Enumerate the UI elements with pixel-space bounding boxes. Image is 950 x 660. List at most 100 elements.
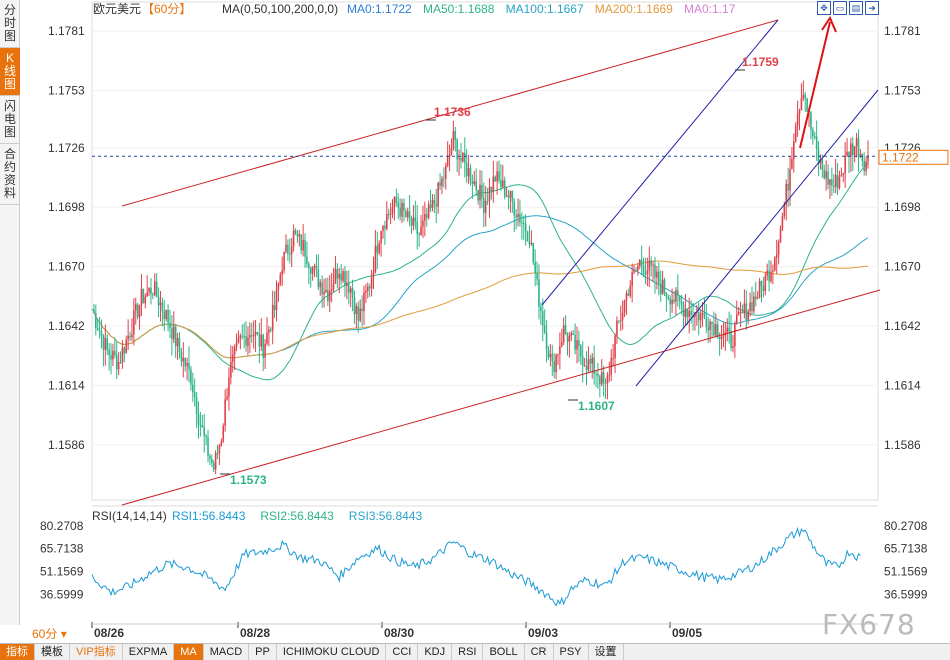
candle-body <box>606 375 609 384</box>
candle-body <box>540 306 542 312</box>
candle-body <box>283 251 285 271</box>
side-tab-0[interactable]: 分 时 图 <box>0 0 20 48</box>
candle-body <box>762 285 765 292</box>
candle-body <box>294 230 297 234</box>
candle-body <box>366 286 369 292</box>
candle-body <box>100 331 103 336</box>
candle-body <box>292 230 295 247</box>
candle-body <box>186 362 188 367</box>
candle-body <box>275 289 278 310</box>
candle-body <box>754 296 757 300</box>
indicator-tab-7[interactable]: ICHIMOKU CLOUD <box>277 644 387 660</box>
candle-body <box>427 204 430 218</box>
candle-body <box>652 264 654 266</box>
candle-body <box>713 324 715 336</box>
candle-body <box>779 228 782 243</box>
candle-body <box>534 262 536 274</box>
candle-body <box>169 322 171 329</box>
candle-body <box>224 399 226 427</box>
candle-body <box>112 350 114 360</box>
period-selector[interactable]: 60分 ▾ <box>32 627 67 641</box>
candle-body <box>486 201 489 203</box>
ma-line-MA100 <box>91 215 869 359</box>
candle-body <box>699 313 702 321</box>
candle-body <box>300 234 303 251</box>
indicator-tab-0[interactable]: 指标 <box>0 644 35 660</box>
candle-body <box>448 155 451 158</box>
candle-body <box>541 311 544 326</box>
side-tab-3[interactable]: 合 约 资 料 <box>0 144 20 205</box>
side-tab-1[interactable]: K 线 图 <box>0 48 20 96</box>
indicator-tab-1[interactable]: 模板 <box>35 644 70 660</box>
indicator-tab-5[interactable]: MACD <box>204 644 250 660</box>
candle-body <box>568 336 571 342</box>
rsi-tick-left-3: 36.5999 <box>40 587 84 601</box>
indicator-tab-6[interactable]: PP <box>249 644 277 660</box>
candle-body <box>616 320 618 336</box>
candle-body <box>378 243 380 253</box>
candle-body <box>249 335 251 338</box>
candle-body <box>722 335 725 337</box>
candle-body <box>205 435 207 438</box>
candle-body <box>98 330 101 332</box>
candle-body <box>549 354 552 358</box>
candle-body <box>815 136 818 149</box>
y-tick-right-6: 1.1614 <box>884 378 921 392</box>
candle-body <box>416 221 419 235</box>
candle-body <box>220 441 223 446</box>
candle-body <box>475 181 477 190</box>
indicator-tab-12[interactable]: CR <box>525 644 554 660</box>
indicator-tab-8[interactable]: CCI <box>386 644 419 660</box>
indicator-tab-13[interactable]: PSY <box>554 644 589 660</box>
candle-body <box>309 267 312 274</box>
indicator-tab-9[interactable]: KDJ <box>418 644 453 660</box>
candle-body <box>663 279 666 293</box>
candle-body <box>707 327 710 331</box>
candle-body <box>159 302 162 306</box>
candle-body <box>372 272 375 277</box>
indicator-tab-10[interactable]: RSI <box>452 644 484 660</box>
candle-body <box>659 283 662 294</box>
candle-body <box>344 271 346 286</box>
candle-body <box>127 335 129 340</box>
candle-body <box>302 240 304 251</box>
candle-body <box>463 152 466 163</box>
indicator-tab-14[interactable]: 设置 <box>589 644 624 660</box>
layout-icon[interactable]: ▭ <box>833 1 847 15</box>
candle-body <box>163 311 166 320</box>
fullscreen-icon[interactable]: ✥ <box>817 1 831 15</box>
indicator-tab-3[interactable]: EXPMA <box>123 644 175 660</box>
candle-body <box>774 257 776 271</box>
candle-body <box>387 214 390 216</box>
candle-body <box>600 372 603 385</box>
candle-body <box>203 427 206 436</box>
y-tick-right-4: 1.1670 <box>884 260 921 274</box>
candle-body <box>844 155 846 174</box>
candle-body <box>751 302 753 312</box>
candle-body <box>311 267 314 274</box>
candle-body <box>555 354 557 373</box>
candle-body <box>241 335 244 337</box>
exit-icon[interactable]: ➜ <box>865 1 879 15</box>
channel-lower-blue <box>635 89 879 387</box>
candle-body <box>509 191 512 198</box>
candle-body <box>410 218 413 226</box>
side-tab-2[interactable]: 闪 电 图 <box>0 96 20 144</box>
candle-body <box>439 182 441 186</box>
indicator-tab-2[interactable]: VIP指标 <box>70 644 123 660</box>
candle-body <box>581 356 584 366</box>
chart-toggle-icon[interactable]: ▤ <box>849 1 863 15</box>
rsi-tick-left-1: 65.7138 <box>40 542 84 556</box>
candle-body <box>853 146 856 156</box>
indicator-tab-11[interactable]: BOLL <box>483 644 525 660</box>
price-annotation-0: 1.1736 <box>434 105 471 119</box>
indicator-tab-4[interactable]: MA <box>174 644 204 660</box>
candle-body <box>212 462 215 470</box>
candle-body <box>667 296 670 299</box>
candle-body <box>230 361 232 378</box>
candle-body <box>526 231 529 242</box>
candle-body <box>332 283 335 290</box>
candle-body <box>256 331 259 334</box>
